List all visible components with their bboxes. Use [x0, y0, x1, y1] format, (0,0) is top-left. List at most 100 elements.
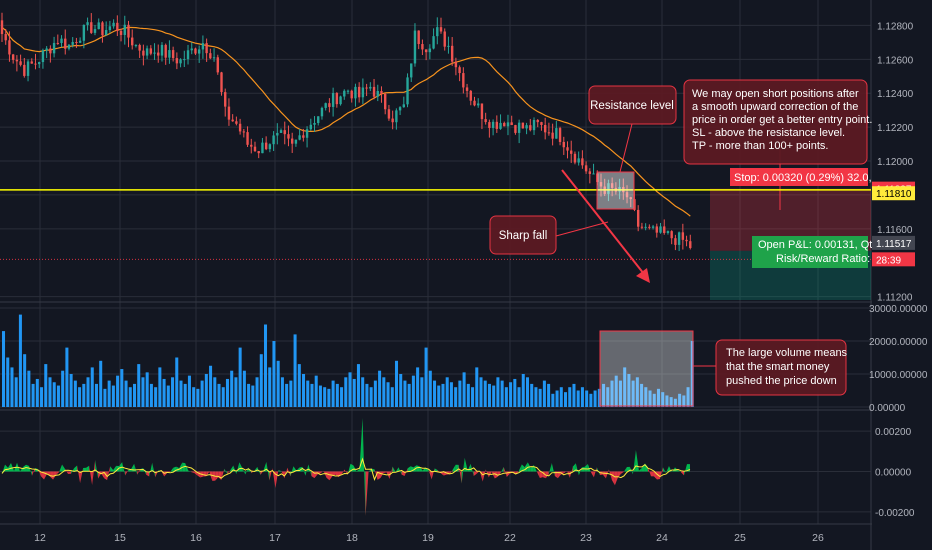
candle-body [428, 48, 432, 53]
price-scale[interactable]: 1.12800 1.12600 1.12400 1.12200 1.12000 1.118… [869, 0, 932, 550]
oscillator-segment [452, 464, 456, 472]
oscillator-segment [191, 471, 195, 473]
stop-label-text: Stop: 0.00320 (0.29%) 32.0, A [734, 172, 882, 184]
oscillator-segment [332, 471, 336, 476]
candle-body [462, 73, 465, 88]
volume-bar [610, 380, 614, 407]
candle-body [540, 122, 543, 125]
oscillator-segment [563, 470, 567, 474]
oscillator-segment [134, 463, 138, 475]
candle-body [551, 132, 554, 139]
candle-body [131, 37, 134, 46]
oscillator-segment [359, 418, 363, 472]
price-pane[interactable]: Resistance level We may open short posit… [0, 12, 882, 300]
oscillator-segment [86, 465, 90, 472]
strategy-note-line-4: SL - above the resistance level. [692, 127, 845, 139]
sharp-fall-pointer [555, 221, 609, 237]
volume-bar [149, 383, 153, 407]
candle-body [469, 90, 472, 101]
volume-bar [483, 380, 487, 407]
volume-bar [306, 380, 310, 407]
candle-body [636, 209, 640, 227]
oscillator-segment [431, 468, 435, 480]
volume-bar [416, 367, 420, 407]
candle-body [588, 171, 592, 174]
volume-bar [179, 380, 183, 407]
oscillator-segment [68, 471, 72, 475]
candle-body [380, 91, 383, 94]
price-tick: 1.12600 [877, 55, 914, 66]
candle-body [264, 142, 268, 150]
oscillator-pane[interactable] [1, 418, 691, 516]
price-tag-bg [872, 235, 915, 250]
oscillator-segment [146, 471, 150, 477]
candle-body [309, 124, 312, 130]
volume-bar [217, 383, 221, 407]
volume-bar [369, 387, 373, 407]
oscillator-segment [11, 462, 15, 472]
candle-body [424, 49, 428, 53]
volume-bar [213, 377, 217, 407]
candle-body [294, 139, 298, 144]
candle-body [354, 86, 357, 99]
candle-body [272, 135, 275, 145]
price-tag-text: 1.11517 [876, 239, 912, 250]
volume-bar [411, 375, 415, 407]
candle-body [298, 135, 301, 140]
sharp-fall-arrow [561, 169, 645, 275]
price-tick: 1.11200 [877, 293, 913, 304]
oscillator-segment [518, 464, 522, 472]
candle-body [536, 119, 539, 123]
candle-body [250, 144, 253, 147]
volume-bar [597, 388, 601, 407]
volume-bar [272, 341, 276, 407]
time-scale[interactable]: 12 15 16 17 18 19 22 23 24 25 26 [34, 532, 824, 544]
oscillator-segment [119, 462, 123, 472]
candle-body [659, 226, 662, 233]
volume-bar [496, 377, 500, 407]
callout-volume-note: The large volume means that the smart mo… [715, 339, 848, 396]
candle-body [543, 124, 547, 133]
oscillator-segment [185, 463, 189, 472]
oscillator-segment [554, 471, 558, 479]
volume-bar [538, 388, 542, 407]
oscillator-segment [407, 466, 411, 472]
candle-body [398, 107, 402, 111]
oscillator-segment [473, 471, 477, 477]
volume-bar [137, 364, 141, 407]
oscillator-segment [323, 470, 327, 478]
candle-body [506, 122, 510, 127]
volume-bar [314, 375, 318, 407]
pnl-line-1: Open P&L: 0.00131, Qty: [758, 239, 881, 251]
candle-body [599, 182, 603, 187]
volume-pane[interactable]: The large volume means that the smart mo… [2, 314, 848, 407]
candle-body [499, 122, 502, 129]
sharp-fall-arrowhead [636, 268, 650, 283]
oscillator-segment [233, 465, 237, 475]
volume-bar [492, 385, 496, 407]
volume-note-line-1: The large volume means [726, 347, 848, 359]
candle-body [276, 132, 279, 136]
stop-label[interactable]: Stop: 0.00320 (0.29%) 32.0, A [730, 168, 882, 186]
candle-body [30, 61, 33, 64]
candle-body [521, 122, 525, 129]
candle-body [227, 106, 231, 120]
candle-body [447, 45, 450, 47]
pnl-label[interactable]: Open P&L: 0.00131, Qty: Risk/Reward Rati… [752, 236, 882, 268]
volume-bar [183, 383, 187, 407]
candle-body [45, 48, 48, 51]
oscillator-segment [107, 466, 111, 481]
candle-body [26, 61, 30, 76]
candle-body [406, 77, 409, 105]
oscillator-segment [539, 471, 543, 479]
candle-body [168, 50, 171, 58]
candle-body [320, 107, 324, 117]
oscillator-segment [293, 466, 297, 472]
candle-body [56, 42, 60, 44]
oscillator-segment [461, 457, 465, 484]
oscillator-segment [665, 465, 669, 473]
oscillator-segment [380, 471, 384, 478]
candle-body [670, 231, 673, 239]
volume-bar [441, 383, 445, 407]
